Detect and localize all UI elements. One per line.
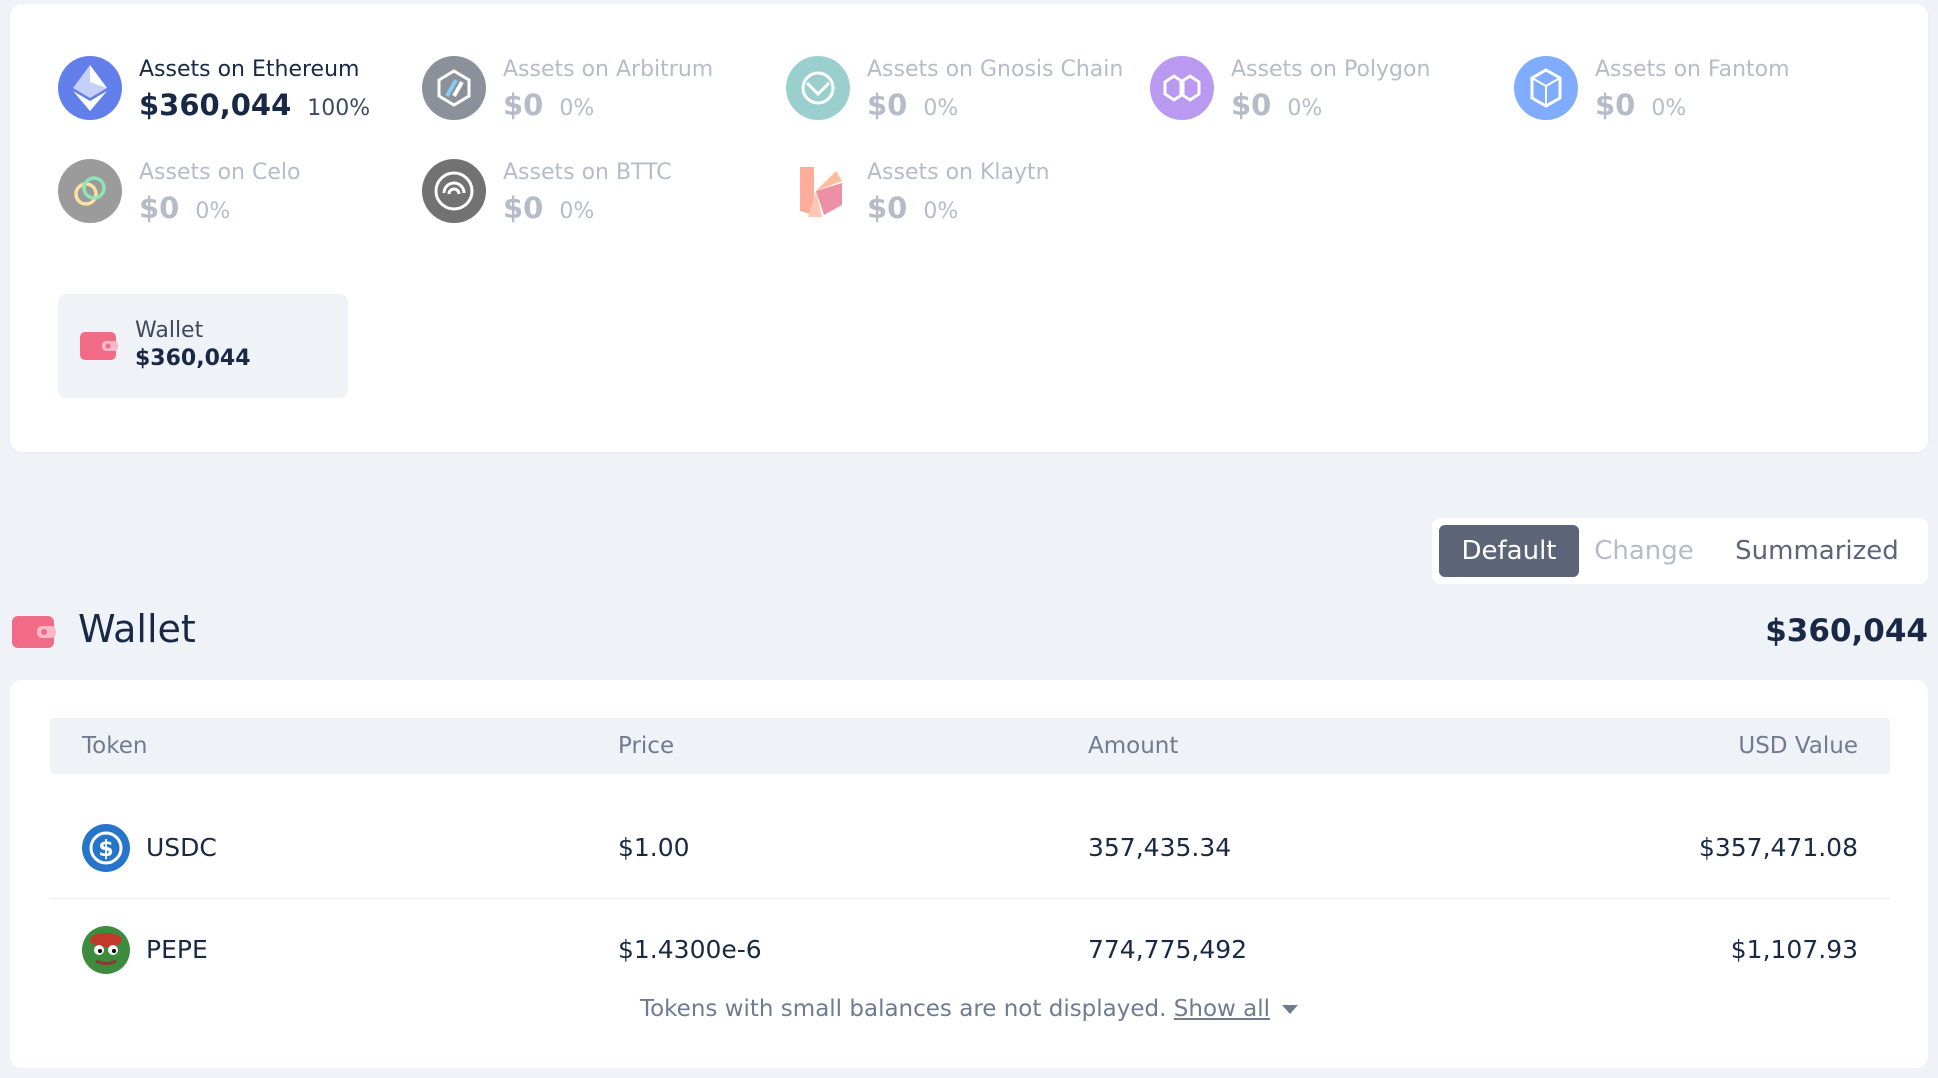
wallet-chip-value: $360,044 — [135, 346, 251, 371]
chain-value: $0 — [139, 191, 180, 225]
chain-percent: 0% — [923, 199, 959, 224]
view-change-button[interactable]: Change — [1594, 536, 1694, 566]
token-amount: 774,775,492 — [1088, 935, 1248, 964]
chain-percent: 0% — [559, 96, 595, 121]
chain-value: $0 — [1595, 88, 1636, 122]
wallet-section-header: Wallet $360,044 — [10, 605, 1928, 657]
view-switch: Default Change Summarized — [1432, 518, 1928, 584]
gnosis-icon — [786, 56, 850, 120]
token-amount: 357,435.34 — [1088, 833, 1232, 862]
table-row[interactable]: PEPE $1.4300e-6 774,775,492 $1,107.93 — [50, 900, 1890, 1000]
token-usd-value: $1,107.93 — [1730, 935, 1858, 964]
chain-celo[interactable]: Assets on Celo $0 0% — [58, 159, 300, 225]
header-amount: Amount — [1088, 733, 1179, 759]
chain-arbitrum[interactable]: Assets on Arbitrum $0 0% — [422, 56, 713, 122]
chain-value: $0 — [503, 191, 544, 225]
ethereum-icon — [58, 56, 122, 120]
wallet-chip-label: Wallet — [135, 318, 204, 343]
chain-name: Assets on Fantom — [1595, 57, 1790, 82]
polygon-icon — [1150, 56, 1214, 120]
token-usd-value: $357,471.08 — [1698, 833, 1858, 862]
chain-klaytn[interactable]: Assets on Klaytn $0 0% — [786, 159, 1050, 225]
wallet-chip[interactable]: Wallet $360,044 — [58, 294, 348, 398]
chain-percent: 100% — [307, 96, 371, 121]
chain-value: $0 — [867, 191, 908, 225]
chain-percent: 0% — [1287, 96, 1323, 121]
chevron-down-icon[interactable] — [1282, 1005, 1299, 1014]
celo-icon — [58, 159, 122, 223]
table-row[interactable]: $ USDC $1.00 357,435.34 $357,471.08 — [50, 798, 1890, 899]
small-balance-note: Tokens with small balances are not displ… — [10, 996, 1928, 1022]
chain-name: Assets on Polygon — [1231, 57, 1431, 82]
view-summarized-button[interactable]: Summarized — [1735, 536, 1899, 566]
token-symbol: PEPE — [146, 935, 208, 964]
chain-name: Assets on Celo — [139, 160, 301, 185]
wallet-icon — [80, 330, 118, 366]
chain-polygon[interactable]: Assets on Polygon $0 0% — [1150, 56, 1430, 122]
view-default-button[interactable]: Default — [1439, 525, 1579, 577]
chain-bttc[interactable]: Assets on BTTC $0 0% — [422, 159, 672, 225]
chains-card: Assets on Ethereum $360,044 100% Assets … — [10, 4, 1928, 452]
header-usd-value: USD Value — [1738, 733, 1858, 759]
chain-value: $0 — [503, 88, 544, 122]
header-price: Price — [618, 733, 675, 759]
chain-gnosis[interactable]: Assets on Gnosis Chain $0 0% — [786, 56, 1123, 122]
chain-percent: 0% — [559, 199, 595, 224]
small-balance-text: Tokens with small balances are not displ… — [639, 996, 1167, 1022]
chain-name: Assets on Gnosis Chain — [867, 57, 1124, 82]
wallet-section-title: Wallet — [78, 607, 196, 651]
chain-name: Assets on BTTC — [503, 160, 672, 185]
chain-value: $0 — [1231, 88, 1272, 122]
token-price: $1.4300e-6 — [618, 935, 762, 964]
usdc-icon: $ — [82, 824, 130, 872]
header-token: Token — [82, 733, 148, 759]
fantom-icon — [1514, 56, 1578, 120]
table-header: Token Price Amount USD Value — [50, 718, 1890, 774]
klaytn-icon — [786, 159, 850, 223]
chain-percent: 0% — [923, 96, 959, 121]
chain-value: $360,044 — [139, 88, 292, 122]
chain-value: $0 — [867, 88, 908, 122]
show-all-link[interactable]: Show all — [1173, 996, 1271, 1022]
token-price: $1.00 — [618, 833, 690, 862]
chain-ethereum[interactable]: Assets on Ethereum $360,044 100% — [58, 56, 370, 122]
wallet-icon — [12, 614, 56, 654]
chain-name: Assets on Klaytn — [867, 160, 1050, 185]
chain-fantom[interactable]: Assets on Fantom $0 0% — [1514, 56, 1790, 122]
arbitrum-icon — [422, 56, 486, 120]
chain-name: Assets on Arbitrum — [503, 57, 714, 82]
svg-text:$: $ — [98, 837, 113, 862]
token-symbol: USDC — [146, 833, 217, 862]
wallet-section-total: $360,044 — [1765, 613, 1928, 649]
pepe-icon — [82, 926, 130, 974]
bttc-icon — [422, 159, 486, 223]
token-table-card: Token Price Amount USD Value $ USDC $1.0… — [10, 680, 1928, 1068]
chain-percent: 0% — [195, 199, 231, 224]
chain-percent: 0% — [1651, 96, 1687, 121]
chain-name: Assets on Ethereum — [139, 57, 360, 82]
